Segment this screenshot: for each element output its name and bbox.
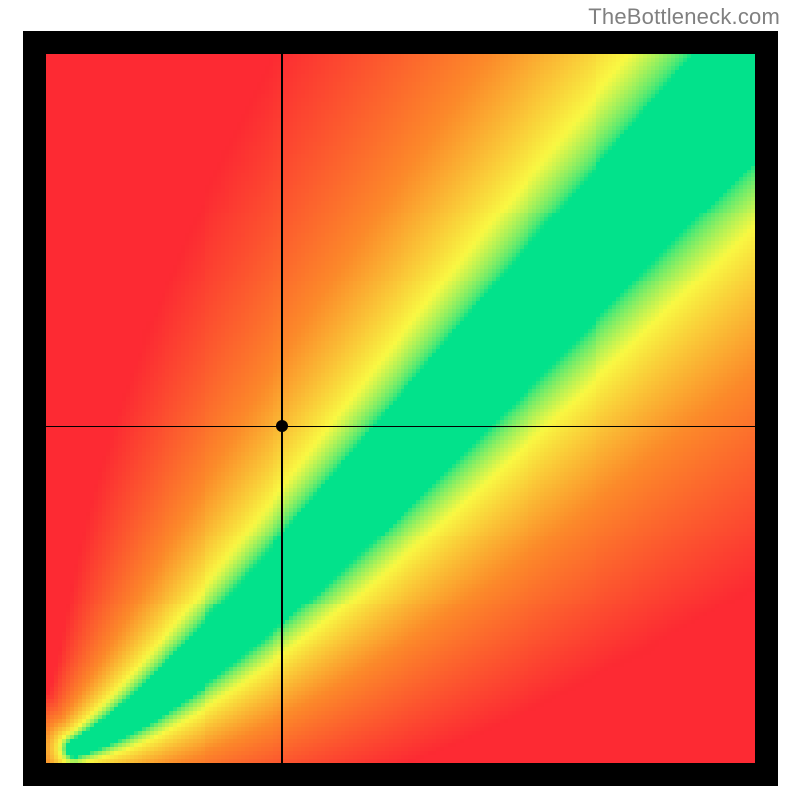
root: TheBottleneck.com bbox=[0, 0, 800, 800]
heatmap-canvas bbox=[46, 54, 755, 763]
plot-area bbox=[23, 31, 778, 786]
attribution-text: TheBottleneck.com bbox=[588, 4, 780, 30]
